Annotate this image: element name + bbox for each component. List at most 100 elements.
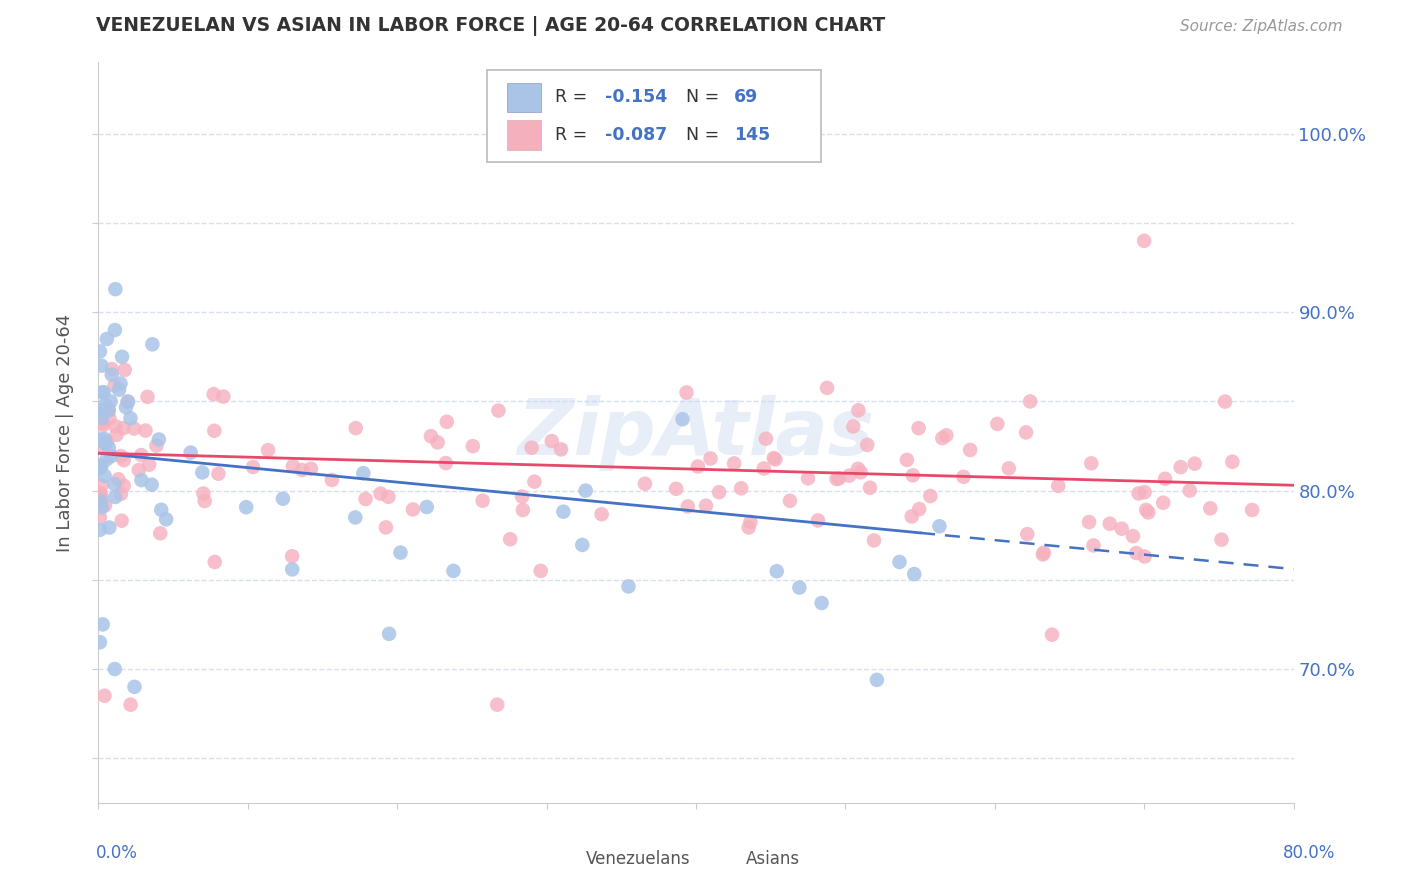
Point <box>281 459 304 474</box>
Point <box>212 390 235 404</box>
Point <box>1015 425 1038 440</box>
Point <box>1019 394 1042 409</box>
Point <box>90 478 112 492</box>
FancyBboxPatch shape <box>547 845 581 873</box>
Point <box>97 403 120 417</box>
Point <box>97 403 120 417</box>
Point <box>148 433 170 447</box>
Point <box>111 514 134 528</box>
Point <box>100 449 122 463</box>
Point <box>103 378 125 392</box>
Point <box>901 468 924 483</box>
Point <box>94 436 117 450</box>
Point <box>377 490 399 504</box>
Point <box>134 424 156 438</box>
Point <box>1222 455 1244 469</box>
Point <box>389 546 412 560</box>
Point <box>98 520 121 534</box>
Point <box>952 470 974 484</box>
Point <box>928 519 950 533</box>
Point <box>193 486 215 500</box>
Point <box>96 332 118 346</box>
Point <box>117 394 139 409</box>
Point <box>374 520 396 534</box>
Point <box>807 514 830 528</box>
FancyBboxPatch shape <box>508 83 541 112</box>
Point <box>1135 503 1157 517</box>
Point <box>110 449 132 463</box>
Text: ZipAtlas: ZipAtlas <box>517 394 875 471</box>
Y-axis label: In Labor Force | Age 20-64: In Labor Force | Age 20-64 <box>56 313 75 552</box>
Point <box>752 461 775 475</box>
Point <box>155 512 177 526</box>
Point <box>104 282 127 296</box>
Point <box>420 429 443 443</box>
Point <box>866 673 889 687</box>
Point <box>94 398 117 412</box>
Point <box>755 432 778 446</box>
Point <box>762 451 785 466</box>
Point <box>416 500 439 514</box>
Point <box>89 486 111 500</box>
Point <box>93 439 115 453</box>
Point <box>138 458 160 472</box>
Point <box>281 549 304 564</box>
FancyBboxPatch shape <box>508 120 541 150</box>
Point <box>1184 457 1206 471</box>
Point <box>111 350 134 364</box>
Point <box>959 442 981 457</box>
Point <box>1078 515 1101 529</box>
Point <box>896 453 918 467</box>
Point <box>242 460 264 475</box>
Point <box>486 403 509 417</box>
Point <box>149 526 172 541</box>
Point <box>1032 546 1054 560</box>
Text: N =: N = <box>686 126 725 144</box>
Point <box>97 441 120 455</box>
Point <box>1133 549 1156 564</box>
Point <box>520 441 543 455</box>
Point <box>908 502 931 516</box>
Point <box>180 445 202 459</box>
Point <box>434 456 457 470</box>
Point <box>91 418 114 433</box>
Point <box>740 515 762 529</box>
Point <box>765 564 787 578</box>
Point <box>1178 483 1201 498</box>
Point <box>443 564 465 578</box>
Point <box>461 439 484 453</box>
Point <box>1241 503 1264 517</box>
Text: 80.0%: 80.0% <box>1284 844 1336 862</box>
Point <box>617 579 640 593</box>
Point <box>103 477 125 491</box>
Point <box>1128 486 1150 500</box>
Point <box>202 387 225 401</box>
Point <box>828 471 851 485</box>
Point <box>1111 522 1133 536</box>
Point <box>90 494 112 508</box>
Point <box>900 509 922 524</box>
Point <box>779 493 801 508</box>
Point <box>723 457 745 471</box>
Point <box>1080 456 1102 470</box>
Point <box>571 538 593 552</box>
Point <box>848 403 870 417</box>
Point <box>207 467 229 481</box>
Point <box>100 368 122 382</box>
Point <box>90 359 112 373</box>
Point <box>128 463 150 477</box>
Point <box>838 468 860 483</box>
Point <box>344 421 367 435</box>
Point <box>426 435 449 450</box>
Point <box>1211 533 1233 547</box>
Point <box>1213 394 1236 409</box>
Point <box>90 411 112 425</box>
FancyBboxPatch shape <box>709 845 741 873</box>
Point <box>89 523 111 537</box>
Point <box>1032 548 1054 562</box>
Point <box>91 403 114 417</box>
Point <box>1122 529 1144 543</box>
Point <box>110 376 132 391</box>
Point <box>344 510 367 524</box>
Point <box>378 627 401 641</box>
